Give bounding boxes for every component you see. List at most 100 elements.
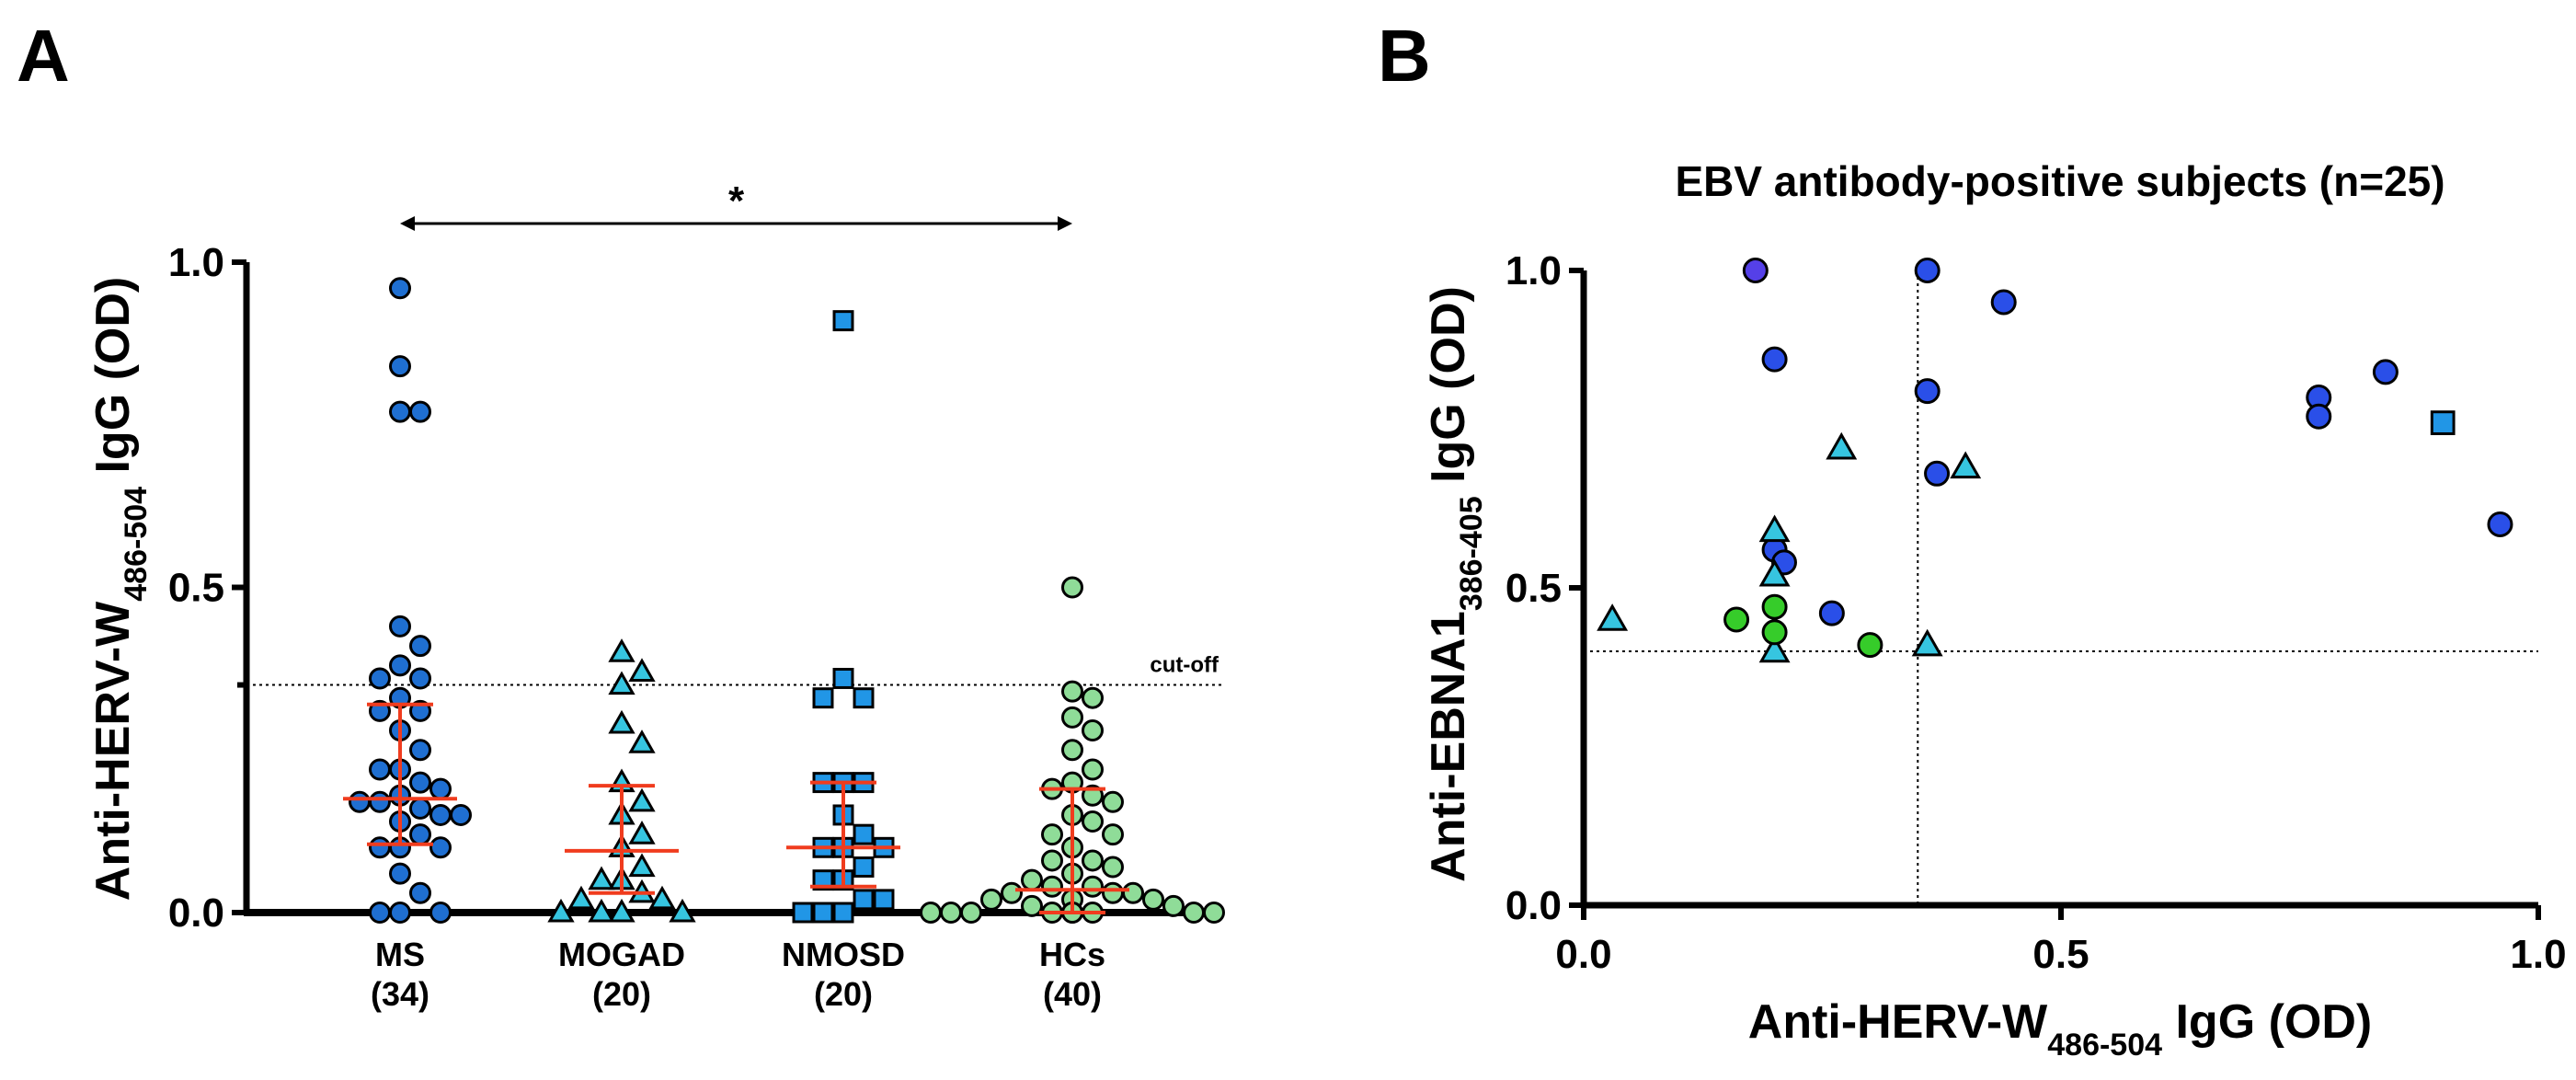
data-point-hcs [1183, 902, 1205, 924]
y-axis-title-a-subscript: 486-504 [119, 487, 154, 602]
data-point-hcs [1162, 894, 1185, 917]
data-point-nmosd [812, 902, 834, 924]
data-point-hcs [1082, 875, 1104, 898]
category-label: HCs [1039, 936, 1105, 973]
y-tick-label-b: 0.5 [1506, 566, 1562, 611]
data-point-hcs [1061, 680, 1083, 703]
y-axis-title-a: Anti-HERV-W486-504 IgG (OD) [86, 277, 154, 901]
data-point-hcs [1082, 686, 1104, 709]
category-count: (20) [814, 975, 873, 1013]
x-axis-title-b: Anti-HERV-W486-504 IgG (OD) [1748, 995, 2372, 1063]
panel-label-a: A [17, 15, 70, 97]
data-point-ms [409, 739, 431, 762]
scatter-point [1818, 600, 1845, 626]
data-point-hcs [1061, 739, 1083, 762]
y-tick-label-b: 0.0 [1506, 883, 1562, 928]
data-point-ms [409, 635, 431, 658]
data-point-nmosd [853, 823, 875, 845]
scatter-point [2306, 403, 2332, 430]
data-point-nmosd [812, 687, 834, 709]
data-point-ms [369, 902, 391, 924]
scatter-point [1914, 378, 1941, 405]
data-point-hcs [920, 902, 942, 924]
data-point-hcs [1142, 888, 1164, 911]
scatter-point [1761, 346, 1788, 373]
data-point-mogad [669, 898, 696, 923]
category-label: MOGAD [558, 936, 685, 973]
data-point-hcs [1021, 894, 1043, 917]
arrow-head-right [1058, 216, 1072, 231]
y-tick-label-a: 1.0 [168, 240, 224, 285]
data-point-hcs [1021, 868, 1043, 891]
data-point-mogad [628, 853, 656, 878]
category-label: MS [375, 936, 425, 973]
data-point-hcs [1082, 719, 1104, 742]
arrow-head-left [400, 216, 415, 231]
y-axis-title-a-tail: IgG (OD) [86, 277, 140, 487]
data-point-ms [369, 758, 391, 781]
scatter-point [1761, 619, 1788, 646]
chart-title-b: EBV antibody-positive subjects (n=25) [1675, 157, 2444, 205]
scatter-point [1857, 632, 1883, 659]
data-point-hcs [960, 902, 982, 924]
data-point-ms [389, 400, 411, 423]
scatter-point [1761, 593, 1788, 620]
data-point-mogad [628, 821, 656, 844]
data-point-hcs [1082, 810, 1104, 833]
data-point-mogad [608, 898, 635, 923]
data-point-hcs [1122, 881, 1144, 904]
data-point-mogad [608, 671, 635, 695]
category-label: NMOSD [782, 936, 905, 973]
y-tick-label-a: 0.5 [168, 566, 224, 611]
data-point-hcs [1082, 758, 1104, 781]
y-axis-title-b-subscript: 386-405 [1454, 496, 1489, 611]
data-point-ms [429, 836, 452, 859]
y-tick-label-a: 0.0 [168, 890, 224, 936]
category-count: (20) [592, 975, 651, 1013]
data-point-hcs [1041, 849, 1063, 872]
data-point-hcs [1102, 881, 1124, 904]
data-point-hcs [1102, 856, 1124, 879]
y-tick-label-b: 1.0 [1506, 248, 1562, 293]
scatter-point [1597, 603, 1629, 631]
scatter-point [1758, 635, 1791, 663]
chart-b-scatter: EBV antibody-positive subjects (n=25) 0.0… [1422, 157, 2567, 1063]
x-tick-label-b: 0.0 [1555, 932, 1611, 977]
data-point-mogad [608, 638, 635, 662]
data-point-ms [369, 836, 391, 859]
data-point-mogad [628, 658, 656, 682]
data-point-ms [389, 355, 411, 378]
x-tick-label-b: 1.0 [2510, 932, 2566, 977]
data-point-ms [409, 797, 431, 820]
data-point-ms [389, 615, 411, 638]
data-point-ms [349, 790, 371, 813]
data-point-ms [389, 277, 411, 300]
data-point-mogad [588, 898, 615, 923]
data-point-hcs [1102, 790, 1124, 813]
scatter-point [1758, 558, 1791, 587]
scatter-point [1723, 606, 1750, 633]
scatter-point [1742, 258, 1769, 283]
data-point-nmosd [832, 668, 854, 689]
data-point-mogad [648, 885, 676, 910]
scatter-point [2487, 511, 2513, 537]
chart-a-dot-plot: 0.0 0.5 1.0 Anti-HERV-W486-504 IgG (OD) cut-… [86, 178, 1225, 1013]
data-point-mogad [628, 730, 656, 753]
data-point-hcs [1041, 875, 1063, 898]
data-point-hcs [940, 902, 962, 924]
y-axis-title-a-main: Anti-HERV-W [86, 601, 140, 901]
y-axis-title-b-main: Anti-EBNA1 [1422, 611, 1475, 882]
data-point-hcs [1041, 823, 1063, 846]
data-point-nmosd [853, 687, 875, 709]
scatter-point [1826, 431, 1858, 460]
data-point-hcs [1061, 576, 1083, 599]
data-point-hcs [1203, 902, 1225, 924]
data-point-nmosd [792, 902, 814, 924]
data-point-mogad [547, 898, 575, 923]
scatter-point [1924, 460, 1951, 487]
data-point-ms [369, 667, 391, 690]
data-point-ms [429, 902, 452, 924]
data-point-hcs [1082, 849, 1104, 872]
data-point-hcs [1001, 881, 1023, 904]
panel-label-b: B [1378, 15, 1431, 97]
